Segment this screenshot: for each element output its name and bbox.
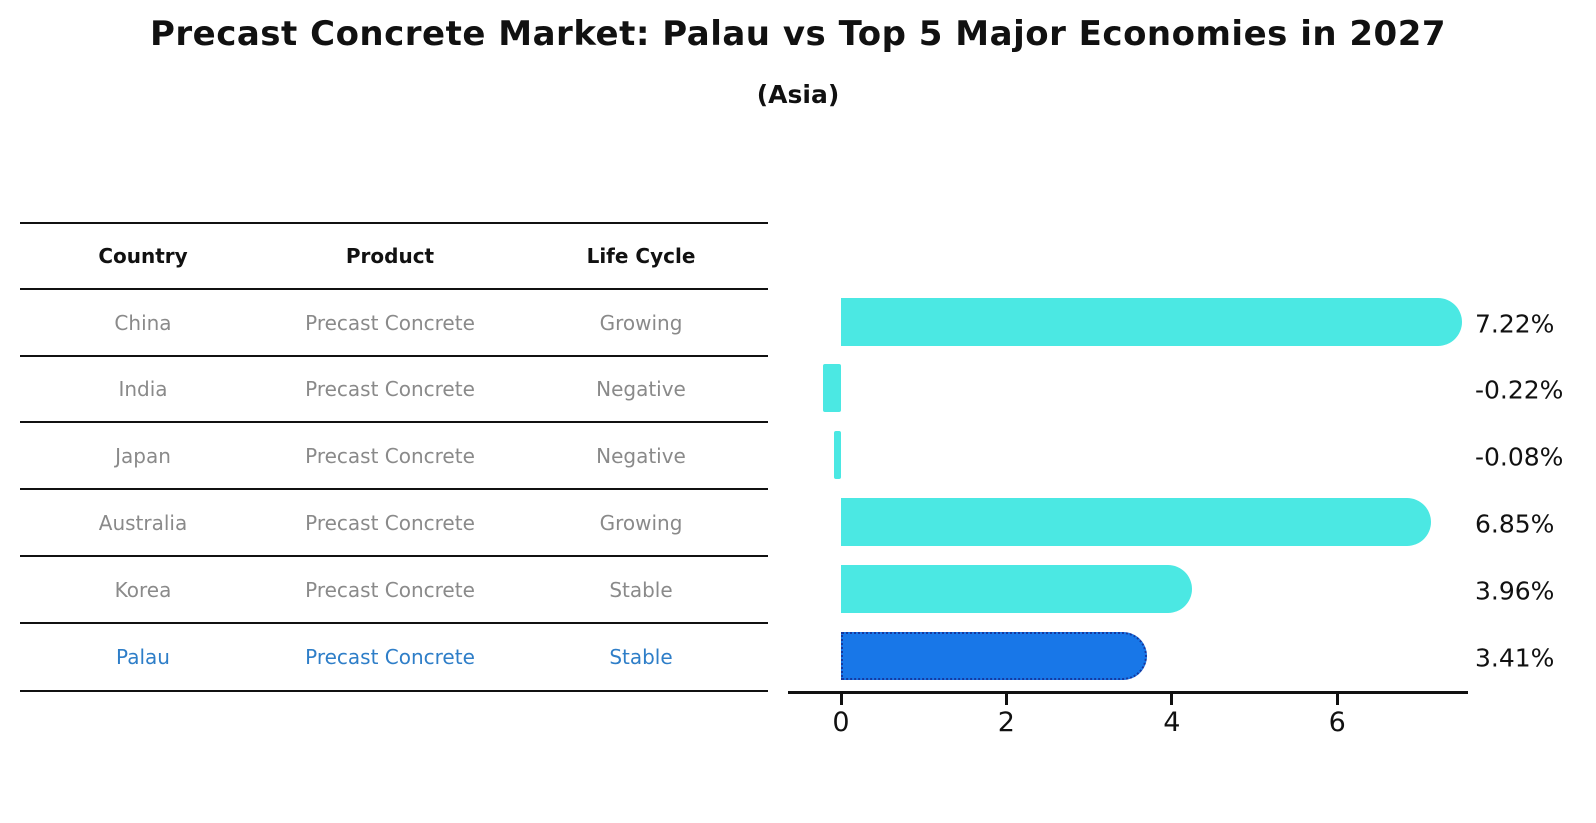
bar-palau [841,632,1147,680]
cell-country: Japan [115,443,171,468]
bar-india [822,364,841,412]
cell-life-cycle: Stable [609,577,673,602]
cell-life-cycle: Negative [596,377,686,401]
cell-life-cycle: Growing [599,510,683,535]
table-rule [20,355,768,357]
cell-product: Precast Concrete [305,510,475,535]
chart-subtitle: (Asia) [756,80,840,109]
cell-product: Precast Concrete [305,577,475,602]
cell-product: Precast Concrete [305,310,475,335]
table-rule [20,288,768,290]
bar-china [841,297,1463,346]
bar-japan [834,430,841,479]
col-header-country: Country [98,244,188,268]
cell-country: Palau [116,645,170,669]
value-label-korea: 3.96% [1475,576,1555,605]
table-row-korea: Korea Precast Concrete Stable [20,557,768,622]
cell-life-cycle: Growing [599,310,683,335]
cell-life-cycle: Negative [596,443,686,468]
cell-country: India [118,377,168,401]
cell-product: Precast Concrete [305,645,475,669]
value-label-india: -0.22% [1475,375,1564,405]
x-tickmark-0 [839,694,843,705]
x-tickmark-6 [1335,694,1339,705]
x-tickmark-2 [1004,694,1008,705]
table-row-australia: Australia Precast Concrete Growing [20,490,768,555]
cell-country: Korea [114,577,172,602]
value-label-china: 7.22% [1475,309,1555,338]
table-row-india: India Precast Concrete Negative [20,357,768,421]
value-label-palau: 3.41% [1475,643,1555,673]
cell-country: Australia [98,510,188,535]
col-header-life-cycle: Life Cycle [586,244,696,268]
col-header-product: Product [345,244,435,268]
table-rule [20,622,768,624]
x-tick-label-4: 4 [1163,707,1181,738]
x-tickmark-4 [1170,694,1174,705]
x-tick-label-2: 2 [997,707,1015,738]
value-label-australia: 6.85% [1475,509,1555,538]
x-tick-label-0: 0 [832,707,850,738]
table-row-palau: Palau Precast Concrete Stable [20,624,768,690]
table-row-japan: Japan Precast Concrete Negative [20,423,768,488]
cell-life-cycle: Stable [609,645,673,669]
cell-product: Precast Concrete [305,443,475,468]
table-row-china: China Precast Concrete Growing [20,290,768,355]
table-rule [20,488,768,490]
x-tick-label-6: 6 [1328,707,1346,738]
cell-product: Precast Concrete [305,377,475,401]
table-rule [20,555,768,557]
x-axis-line [788,691,1468,694]
table-rule [20,222,768,224]
table-header-row: Country Product Life Cycle [20,224,768,288]
bar-korea [841,564,1193,613]
chart-title: Precast Concrete Market: Palau vs Top 5 … [149,14,1447,54]
cell-country: China [114,310,172,335]
value-label-japan: -0.08% [1475,442,1564,471]
table-rule [20,690,768,692]
bar-australia [841,497,1432,546]
table-rule [20,421,768,423]
